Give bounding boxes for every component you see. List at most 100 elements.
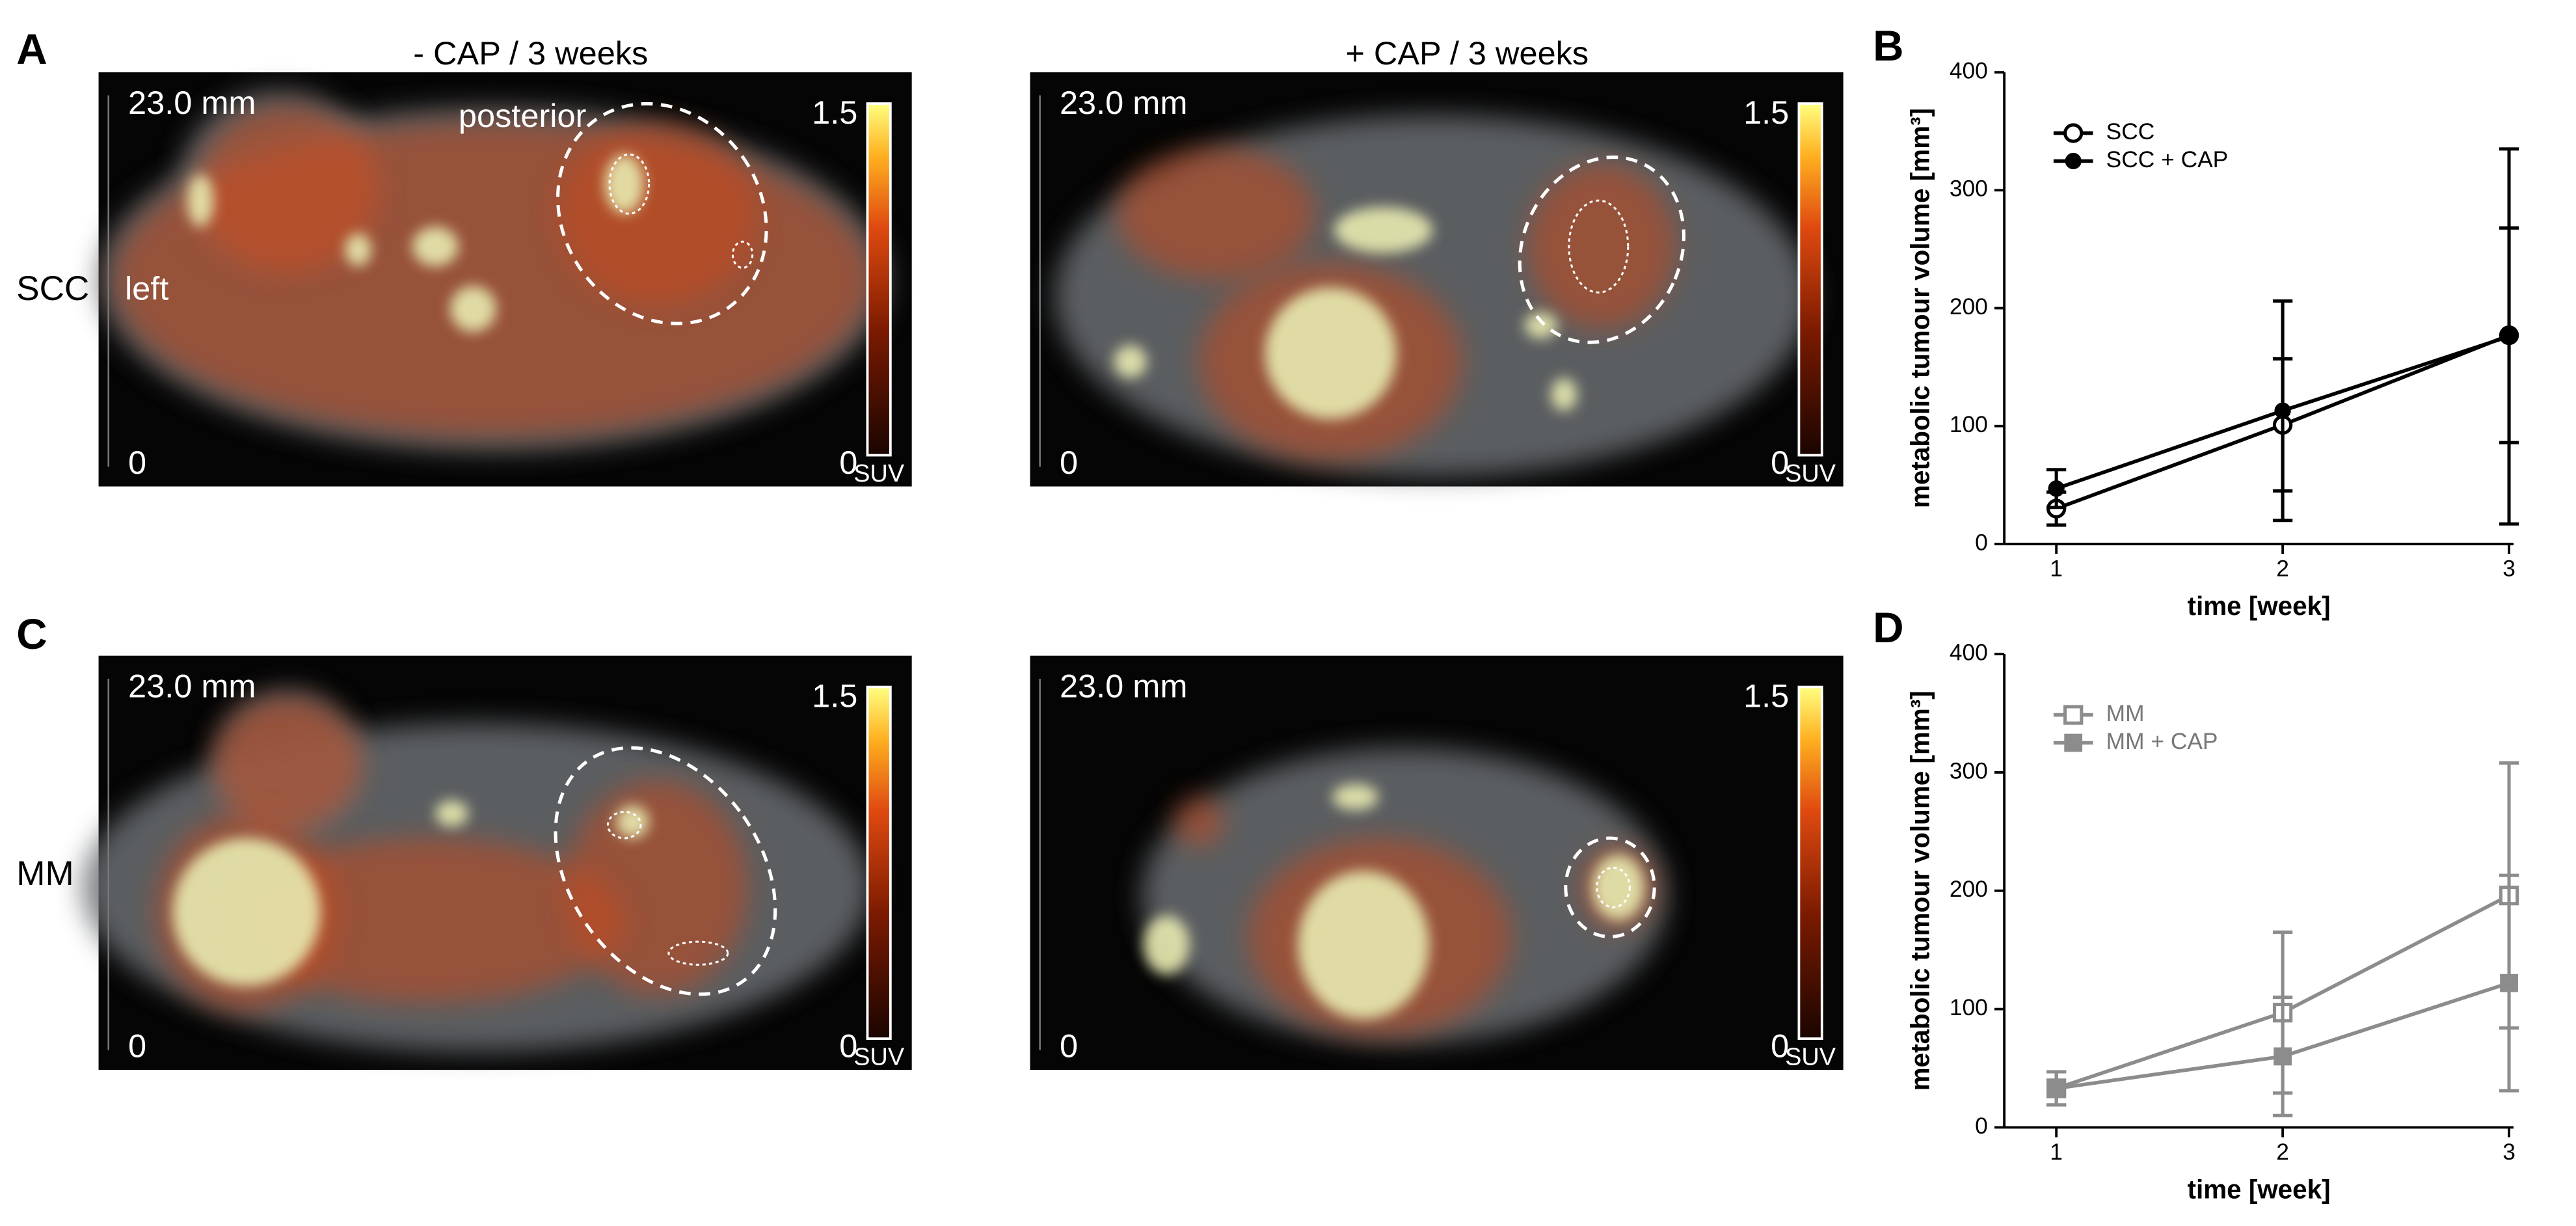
colorbar-unit: SUV [853, 460, 905, 487]
panel-label: C [16, 610, 47, 658]
row-label: SCC [16, 269, 89, 308]
uptake [213, 698, 362, 830]
panel-label: A [16, 25, 47, 73]
scale-zero: 0 [128, 444, 146, 481]
colorbar-unit: SUV [1785, 460, 1836, 487]
tumour-contour [606, 811, 642, 839]
x-tick-label: 1 [2050, 556, 2063, 582]
high-uptake [435, 800, 468, 827]
colorbar-min: 0 [839, 1028, 857, 1065]
legend-label: SCC [2106, 119, 2155, 144]
colorbar-max: 1.5 [1743, 677, 1789, 715]
high-uptake [1332, 783, 1378, 811]
marker [2274, 1047, 2292, 1066]
high-uptake [1143, 915, 1190, 975]
marker [2500, 974, 2518, 992]
colorbar-max: 1.5 [1743, 94, 1789, 131]
y-tick-label: 400 [1950, 58, 1988, 83]
annotation: left [125, 269, 168, 306]
high-uptake [1551, 377, 1577, 411]
high-uptake [1592, 854, 1645, 921]
legend-label: MM [2106, 701, 2145, 726]
tumour-contour [608, 153, 651, 215]
roi-outline [1518, 156, 1685, 344]
marker [2063, 705, 2084, 725]
y-tick-label: 100 [1950, 995, 1988, 1020]
scale-length: 23.0 mm [128, 84, 256, 121]
colorbar-unit: SUV [1785, 1043, 1836, 1070]
y-tick-label: 200 [1950, 294, 1988, 320]
uptake [1527, 164, 1676, 329]
x-axis-label: time [week] [2188, 1175, 2331, 1205]
high-uptake [616, 805, 649, 838]
x-tick-label: 1 [2050, 1139, 2063, 1165]
marker [2064, 733, 2083, 752]
y-tick-label: 300 [1950, 176, 1988, 202]
marker [2274, 402, 2291, 419]
marker [2063, 123, 2084, 143]
scale-length: 23.0 mm [1060, 84, 1187, 121]
panel-label: D [1873, 604, 1903, 651]
y-tick-label: 0 [1975, 530, 1988, 555]
high-uptake [187, 174, 214, 227]
high-uptake [1334, 207, 1433, 253]
colorbar [866, 685, 892, 1040]
roi-outline [1564, 836, 1656, 939]
x-tick-label: 3 [2502, 1139, 2516, 1165]
colorbar-max: 1.5 [812, 94, 857, 131]
roi-outline [554, 746, 777, 996]
scale-zero: 0 [1060, 1028, 1078, 1065]
colorbar-max: 1.5 [812, 677, 857, 715]
tumour-contour [1596, 866, 1631, 908]
tumour-contour [667, 940, 729, 966]
marker [2047, 1079, 2066, 1098]
high-uptake [172, 838, 321, 987]
high-uptake [450, 286, 496, 333]
high-uptake [1524, 312, 1558, 339]
colorbar-min: 0 [1771, 444, 1789, 481]
scale-zero: 0 [128, 1028, 146, 1065]
x-axis-label: time [week] [2188, 591, 2331, 621]
uptake [114, 123, 871, 436]
y-tick-label: 200 [1950, 877, 1988, 902]
series [2046, 873, 2519, 1117]
colorbar-min: 0 [839, 444, 857, 481]
high-uptake [604, 154, 645, 214]
x-tick-label: 2 [2276, 1139, 2289, 1165]
colorbar [866, 102, 892, 457]
high-uptake [1298, 871, 1430, 1019]
column-title: - CAP / 3 weeks [413, 34, 648, 72]
y-tick-label: 400 [1950, 640, 1988, 665]
uptake [230, 838, 624, 1003]
high-uptake [412, 226, 459, 267]
high-uptake [1265, 287, 1397, 419]
scale-zero: 0 [1060, 444, 1078, 481]
column-title: + CAP / 3 weeks [1345, 34, 1589, 72]
uptake [1174, 797, 1224, 847]
colorbar [1797, 102, 1823, 457]
uptake [1117, 148, 1315, 280]
series [2046, 147, 2519, 526]
x-tick-label: 2 [2276, 556, 2289, 582]
colorbar-unit: SUV [853, 1043, 905, 1070]
marker [2501, 328, 2517, 345]
tumour-contour [1568, 199, 1630, 294]
high-uptake [1114, 345, 1147, 378]
annotation: posterior [459, 97, 586, 134]
y-tick-label: 100 [1950, 412, 1988, 437]
legend-label: MM + CAP [2106, 729, 2218, 754]
high-uptake [345, 233, 371, 267]
y-axis-label: metabolic tumour volume [mm³] [1905, 108, 1935, 508]
roi-outline [556, 102, 768, 325]
scale-length: 23.0 mm [128, 668, 256, 705]
colorbar [1797, 685, 1823, 1040]
scale-length: 23.0 mm [1060, 668, 1187, 705]
marker [2065, 152, 2082, 170]
x-tick-label: 3 [2502, 556, 2516, 582]
